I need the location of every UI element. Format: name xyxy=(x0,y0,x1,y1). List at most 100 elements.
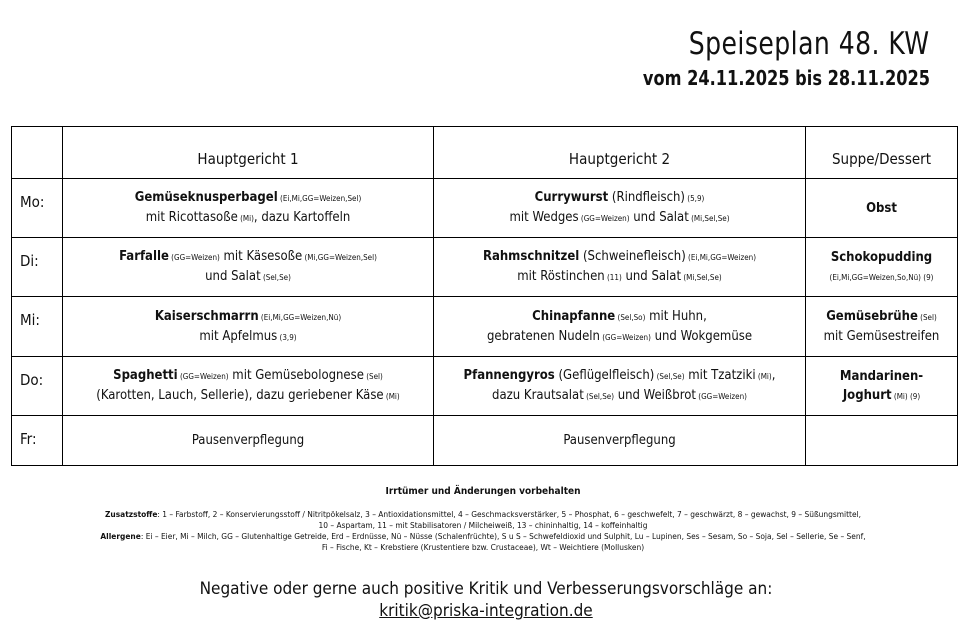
allergen-note: (GG=Weizen) xyxy=(599,332,651,342)
allergen-note: (Ei,Mi,GG=Weizen,Nü) xyxy=(258,312,342,322)
dish-line: Kaiserschmarrn (Ei,Mi,GG=Weizen,Nü) xyxy=(63,307,433,327)
dish-text: und Salat xyxy=(629,210,689,225)
dish-line: Gemüseknusperbagel (Ei,Mi,GG=Weizen,Sel) xyxy=(63,188,433,208)
dish-line: Pausenverpflegung xyxy=(63,431,433,450)
day-label: Di: xyxy=(11,237,63,297)
dish-line: dazu Krautsalat (Sel,Se) und Weißbrot (G… xyxy=(434,386,805,406)
table-row: Do: Spaghetti (GG=Weizen) mit Gemüsebolog… xyxy=(11,356,958,416)
dish-text: (Schweinefleisch) xyxy=(579,249,686,264)
dish-line: Mandarinen- xyxy=(806,367,957,386)
day-label: Do: xyxy=(11,356,63,416)
dish-line: Farfalle (GG=Weizen) mit Käsesoße (Mi,GG… xyxy=(63,247,433,267)
table-row: Mo: Gemüseknusperbagel (Ei,Mi,GG=Weizen,S… xyxy=(11,178,958,238)
cell-main-1: Farfalle (GG=Weizen) mit Käsesoße (Mi,GG… xyxy=(62,237,434,297)
feedback-email-link[interactable]: kritik@priska-integration.de xyxy=(379,601,593,621)
dish-line: und Salat (Sel,Se) xyxy=(63,267,433,287)
dish-text: und Salat xyxy=(621,269,682,284)
allergen-note: (Sel,Se) xyxy=(260,273,291,282)
dish-line: mit Apfelmus (3,9) xyxy=(63,327,433,347)
dish-line: mit Ricottasoße (Mi), dazu Kartoffeln xyxy=(63,208,433,228)
day-label: Mi: xyxy=(11,296,63,357)
dish-text: Gemüseknusperbagel xyxy=(134,190,278,205)
dish-text: Joghurt xyxy=(842,387,892,403)
header-main-1: Hauptgericht 1 xyxy=(62,126,434,179)
allergen-note: (Mi) xyxy=(237,214,254,223)
dish-text: mit Tzatziki xyxy=(684,368,756,383)
cell-main-2: Rahmschnitzel (Schweinefleisch) (Ei,Mi,G… xyxy=(433,237,806,297)
allergen-note: (Mi,GG=Weizen,Sel) xyxy=(302,253,377,262)
allergen-note: (Mi) xyxy=(383,392,400,401)
legend-notes: Zusatzstoffe: 1 – Farbstoff, 2 – Konserv… xyxy=(100,509,866,553)
dish-text: Gemüsebrühe xyxy=(826,309,918,324)
dish-text: Pausenverpflegung xyxy=(191,433,305,448)
dish-text: mit Huhn, xyxy=(645,308,707,324)
cell-main-1: Pausenverpflegung xyxy=(62,415,434,466)
dish-line: mit Gemüsestreifen xyxy=(806,327,957,346)
dish-text: Pausenverpflegung xyxy=(563,433,676,448)
dish-text: dazu Krautsalat xyxy=(492,388,584,403)
cell-soup-dessert: Gemüsebrühe (Sel) mit Gemüsestreifen xyxy=(805,296,958,357)
cell-soup-dessert xyxy=(805,415,958,466)
feedback-text: Negative oder gerne auch positive Kritik… xyxy=(199,579,773,599)
date-range: vom 24.11.2025 bis 28.11.2025 xyxy=(642,66,930,90)
dish-text: Pfannengyros xyxy=(463,368,555,383)
additives-text: : 1 – Farbstoff, 2 – Konservierungsstoff… xyxy=(157,509,861,530)
dish-text: gebratenen Nudeln xyxy=(486,328,600,344)
dish-text: mit Gemüsebolognese xyxy=(228,368,364,383)
dish-line: Spaghetti (GG=Weizen) mit Gemüsebolognes… xyxy=(63,366,433,386)
header-soup-dessert: Suppe/Dessert xyxy=(805,126,958,179)
cell-main-2: Chinapfanne (Sel,So) mit Huhn, gebratenen… xyxy=(433,296,806,357)
allergens-label: Allergene xyxy=(100,531,141,541)
dish-line: Schokopudding xyxy=(806,248,957,267)
dish-line: Joghurt (Mi) (9) xyxy=(806,386,957,406)
table-row: Di: Farfalle (GG=Weizen) mit Käsesoße (Mi… xyxy=(11,237,958,297)
dish-text: Spaghetti xyxy=(113,368,178,383)
dish-text: , xyxy=(771,368,776,383)
allergen-note: (Sel,Se) xyxy=(654,372,685,381)
dish-text: und Weißbrot xyxy=(614,388,696,403)
cell-main-2: Pfannengyros (Geflügelfleisch) (Sel,Se) … xyxy=(433,356,806,416)
dish-text: und Wokgemüse xyxy=(650,328,753,344)
cell-main-2: Currywurst (Rindfleisch) (5,9) mit Wedges… xyxy=(433,178,806,238)
dish-line: mit Wedges (GG=Weizen) und Salat (Mi,Sel… xyxy=(434,208,805,228)
dish-line: Obst xyxy=(806,199,957,218)
allergen-note: (Sel) xyxy=(363,372,383,381)
dish-text: Schokopudding xyxy=(830,249,933,265)
dish-line: Currywurst (Rindfleisch) (5,9) xyxy=(434,188,805,208)
cell-main-2: Pausenverpflegung xyxy=(433,415,806,466)
dish-text: Currywurst xyxy=(534,190,609,205)
dish-text: Farfalle xyxy=(119,249,169,264)
dish-line: (Ei,Mi,GG=Weizen,So,Nü) (9) xyxy=(806,267,957,287)
cell-soup-dessert: Obst xyxy=(805,178,958,238)
allergen-note: (Mi,Sel,Se) xyxy=(688,214,730,223)
cell-main-1: Gemüseknusperbagel (Ei,Mi,GG=Weizen,Sel)… xyxy=(62,178,434,238)
dish-text: mit Ricottasoße xyxy=(145,210,238,225)
table-row: Mi: Kaiserschmarrn (Ei,Mi,GG=Weizen,Nü) mi… xyxy=(11,296,958,357)
allergen-note: (Mi) xyxy=(755,372,772,381)
allergen-note: (Mi) (9) xyxy=(891,391,921,401)
dish-line: (Karotten, Lauch, Sellerie), dazu gerieb… xyxy=(63,386,433,406)
allergen-note: (5,9) xyxy=(685,194,705,203)
dish-text: (Geflügelfleisch) xyxy=(554,368,655,383)
table-row: Fr: Pausenverpflegung Pausenverpflegung xyxy=(11,415,958,466)
allergen-note: (Sel,So) xyxy=(615,312,646,322)
cell-main-1: Spaghetti (GG=Weizen) mit Gemüsebolognes… xyxy=(62,356,434,416)
dish-text: mit Gemüsestreifen xyxy=(823,329,940,344)
dish-text: , dazu Kartoffeln xyxy=(253,210,351,225)
dish-line: Pausenverpflegung xyxy=(434,431,805,450)
allergen-note: (Ei,Mi,GG=Weizen,So,Nü) (9) xyxy=(829,272,934,282)
allergens-text: : Ei – Eier, Mi – Milch, GG – Glutenhalt… xyxy=(140,531,866,552)
dish-text: Kaiserschmarrn xyxy=(154,308,259,324)
dish-text: und Salat xyxy=(205,269,261,284)
allergen-note: (3,9) xyxy=(277,332,297,342)
menu-table: Hauptgericht 1 Hauptgericht 2 Suppe/Dess… xyxy=(11,126,958,466)
dish-line: Chinapfanne (Sel,So) mit Huhn, xyxy=(434,307,805,327)
header-day xyxy=(11,126,63,179)
dish-line: mit Röstinchen (11) und Salat (Mi,Sel,Se… xyxy=(434,267,805,287)
allergen-note: (GG=Weizen) xyxy=(177,372,229,381)
dish-text: Mandarinen- xyxy=(839,368,924,384)
cell-soup-dessert: Schokopudding (Ei,Mi,GG=Weizen,So,Nü) (9) xyxy=(805,237,958,297)
allergen-note: (11) xyxy=(604,273,622,282)
dish-text: Chinapfanne xyxy=(532,308,616,324)
dish-text: Rahmschnitzel xyxy=(482,249,580,264)
